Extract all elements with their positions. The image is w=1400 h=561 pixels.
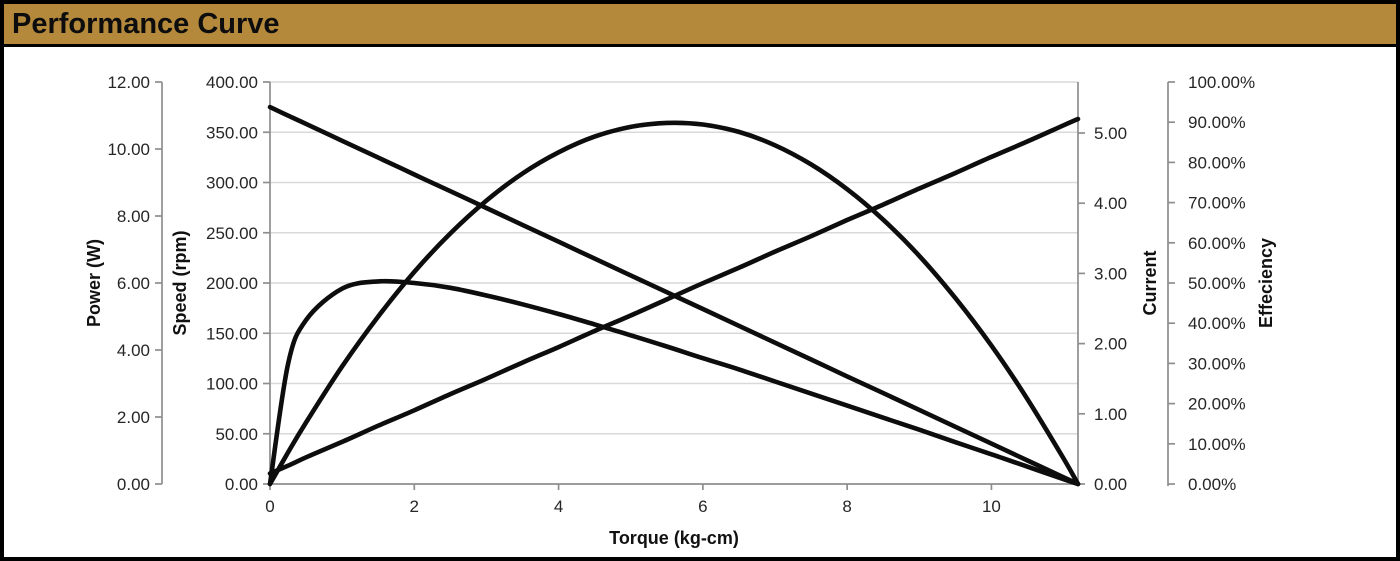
svg-text:20.00%: 20.00% [1188,395,1246,414]
svg-text:Power (W): Power (W) [84,239,104,327]
svg-text:60.00%: 60.00% [1188,234,1246,253]
svg-text:400.00: 400.00 [206,73,258,92]
svg-text:6.00: 6.00 [117,274,150,293]
y-axis-power: 0.00 2.00 4.00 6.00 8.00 10.00 12.00 [107,73,163,494]
svg-text:Speed (rpm): Speed (rpm) [170,230,190,335]
series-speed [267,104,1081,487]
svg-text:4.00: 4.00 [117,341,150,360]
svg-text:2: 2 [410,497,419,516]
x-axis-title: Torque (kg-cm) [609,528,739,548]
svg-text:150.00: 150.00 [206,324,258,343]
svg-text:0.00: 0.00 [225,475,258,494]
y-axis-efficiency: 0.00% 10.00% 20.00% 30.00% 40.00% 50.00% 60.00… [1167,73,1255,494]
svg-text:6: 6 [698,497,707,516]
svg-text:4: 4 [554,497,563,516]
svg-text:50.00%: 50.00% [1188,274,1246,293]
svg-text:8.00: 8.00 [117,207,150,226]
svg-text:100.00%: 100.00% [1188,73,1255,92]
svg-text:250.00: 250.00 [206,224,258,243]
gridlines [270,81,1078,435]
svg-text:3.00: 3.00 [1094,264,1127,283]
svg-text:70.00%: 70.00% [1188,194,1246,213]
series-power [267,120,1081,487]
chart-title-bar: Performance Curve [4,4,1396,47]
series-line-speed [267,104,1081,487]
svg-text:10: 10 [982,497,1001,516]
svg-text:0: 0 [265,497,274,516]
performance-chart: 0 2 4 6 8 10 Torque (kg-cm) 0.00 2.00 4.00 6.00 8.0… [84,73,1276,548]
svg-text:0.00%: 0.00% [1188,475,1236,494]
svg-text:30.00%: 30.00% [1188,354,1246,373]
chart-title: Performance Curve [12,7,280,40]
series-efficiency [267,278,1081,487]
chart-area: 0 2 4 6 8 10 Torque (kg-cm) 0.00 2.00 4.00 6.00 8.0… [4,47,1396,557]
series-current [267,116,1081,476]
svg-text:80.00%: 80.00% [1188,153,1246,172]
svg-text:5.00: 5.00 [1094,124,1127,143]
svg-text:0.00: 0.00 [117,475,150,494]
svg-text:300.00: 300.00 [206,174,258,193]
svg-text:12.00: 12.00 [107,73,150,92]
svg-text:8: 8 [842,497,851,516]
svg-text:90.00%: 90.00% [1188,113,1246,132]
y-axis-efficiency-title: Effeciency [1256,238,1276,328]
x-axis: 0 2 4 6 8 10 [265,483,1078,516]
svg-text:10.00%: 10.00% [1188,435,1246,454]
svg-text:40.00%: 40.00% [1188,314,1246,333]
svg-text:50.00: 50.00 [215,425,258,444]
svg-text:10.00: 10.00 [107,140,150,159]
svg-text:100.00: 100.00 [206,375,258,394]
svg-text:4.00: 4.00 [1094,194,1127,213]
y-axis-speed-title: Speed (rpm) [170,230,190,335]
series-line-current [267,116,1081,476]
y-axis-current-title: Current [1140,250,1160,315]
svg-text:2.00: 2.00 [117,408,150,427]
svg-text:Torque (kg-cm): Torque (kg-cm) [609,528,739,548]
svg-text:Effeciency: Effeciency [1256,238,1276,328]
svg-text:1.00: 1.00 [1094,405,1127,424]
svg-text:2.00: 2.00 [1094,335,1127,354]
svg-text:350.00: 350.00 [206,123,258,142]
y-axis-speed: 0.00 50.00 100.00 150.00 200.00 250.00 300.00 3… [206,73,271,494]
svg-text:0.00: 0.00 [1094,475,1127,494]
series-line-power [267,120,1081,487]
y-axis-power-title: Power (W) [84,239,104,327]
svg-text:200.00: 200.00 [206,274,258,293]
series-line-efficiency [267,278,1081,487]
y-axis-current: 0.00 1.00 2.00 3.00 4.00 5.00 [1077,82,1127,494]
svg-text:Current: Current [1140,250,1160,315]
